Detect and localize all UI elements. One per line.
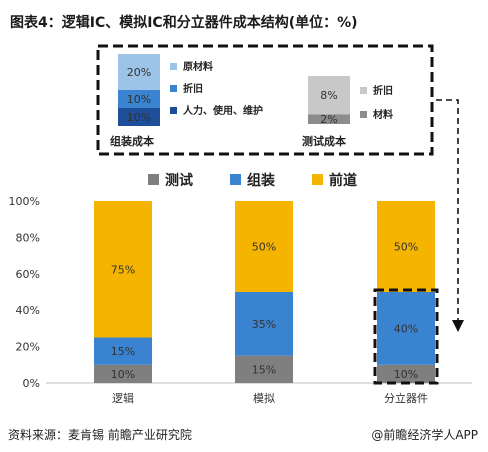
bar-segment <box>94 364 152 383</box>
y-tick-label: 0% <box>23 377 40 390</box>
x-tick-label: 分立器件 <box>384 391 428 405</box>
brand-credit: @前瞻经济学人APP <box>371 428 478 442</box>
legend-swatch <box>312 174 323 185</box>
connector-line <box>436 99 459 322</box>
bar-segment <box>94 201 152 338</box>
inset-testing-label: 测试成本 <box>302 134 346 148</box>
y-tick-label: 20% <box>16 341 40 354</box>
data-label: 75% <box>111 263 135 276</box>
y-tick-label: 80% <box>16 231 40 244</box>
inset-assembly-value: 10% <box>127 111 151 124</box>
data-label: 15% <box>111 345 135 358</box>
data-label: 35% <box>252 318 276 331</box>
arrow-head <box>452 320 464 332</box>
bar-segment <box>377 292 435 365</box>
legend-label: 前道 <box>329 172 357 189</box>
bar-segment <box>235 355 293 383</box>
data-label: 50% <box>394 241 418 254</box>
bar-segment <box>377 201 435 292</box>
data-label: 10% <box>111 368 135 381</box>
x-tick-label: 模拟 <box>253 391 275 405</box>
bar-segment <box>235 201 293 292</box>
inset-testing-value: 2% <box>320 113 337 126</box>
inset-legend-label: 折旧 <box>373 84 393 97</box>
data-label: 15% <box>252 363 276 376</box>
inset-testing-segment <box>308 76 350 115</box>
data-label: 40% <box>394 322 418 335</box>
x-tick-label: 逻辑 <box>112 391 134 405</box>
inset-legend-label: 人力、使用、维护 <box>183 104 263 117</box>
bar-segment <box>377 364 435 383</box>
highlight-box <box>373 288 439 385</box>
legend-label: 测试 <box>165 172 193 189</box>
inset-assembly-segment <box>118 108 160 126</box>
inset-legend-swatch <box>170 107 177 114</box>
inset-legend-swatch <box>360 111 367 118</box>
inset-assembly-segment <box>118 90 160 108</box>
inset-testing-value: 8% <box>320 89 337 102</box>
inset-assembly-segment <box>118 54 160 90</box>
data-label: 10% <box>394 368 418 381</box>
inset-legend-label: 折旧 <box>183 82 203 95</box>
inset-legend-label: 原材料 <box>183 60 213 73</box>
y-tick-label: 40% <box>16 304 40 317</box>
chart-title: 图表4：逻辑IC、模拟IC和分立器件成本结构(单位：%) <box>10 15 358 31</box>
legend-swatch <box>148 174 159 185</box>
inset-assembly-value: 10% <box>127 93 151 106</box>
legend-swatch <box>230 174 241 185</box>
inset-assembly-value: 20% <box>127 66 151 79</box>
y-tick-label: 100% <box>9 195 40 208</box>
inset-testing-segment <box>308 114 350 124</box>
inset-legend-swatch <box>170 85 177 92</box>
inset-legend-label: 材料 <box>373 108 393 121</box>
source-note: 资料来源：麦肯锡 前瞻产业研究院 <box>8 428 192 442</box>
inset-legend-swatch <box>360 87 367 94</box>
inset-assembly-label: 组装成本 <box>110 134 154 148</box>
bar-segment <box>94 337 152 365</box>
inset-frame <box>96 44 434 156</box>
inset-legend-swatch <box>170 63 177 70</box>
legend-label: 组装 <box>247 172 276 189</box>
bar-segment <box>235 292 293 356</box>
data-label: 50% <box>252 241 276 254</box>
y-tick-label: 60% <box>16 268 40 281</box>
